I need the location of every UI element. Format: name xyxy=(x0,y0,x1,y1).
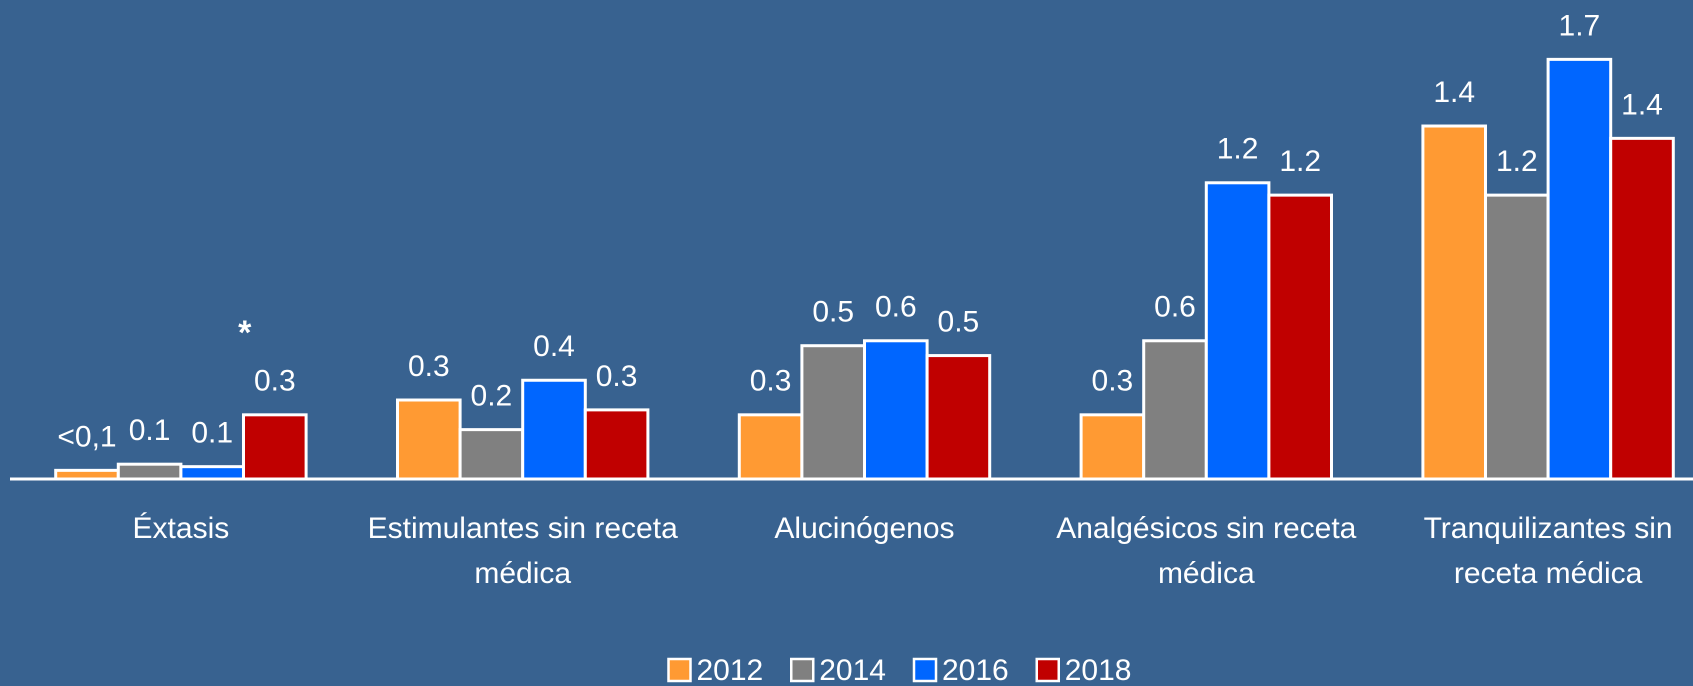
x-tick-line: Estimulantes sin receta xyxy=(368,512,678,545)
legend: 2012 2014 2016 2018 xyxy=(667,654,1132,686)
legend-label: 2012 xyxy=(697,654,764,686)
value-label: 1.7 xyxy=(1559,9,1601,42)
value-label: 1.2 xyxy=(1217,133,1259,166)
x-tick-line: Éxtasis xyxy=(133,512,230,545)
bar xyxy=(737,413,804,481)
bar xyxy=(1546,57,1613,481)
value-label: 1.4 xyxy=(1621,88,1663,121)
bar xyxy=(1267,193,1334,481)
value-label: 0.4 xyxy=(533,330,575,363)
value-label: 0.5 xyxy=(812,296,854,329)
value-label: 0.3 xyxy=(1092,365,1134,398)
bar xyxy=(800,344,867,481)
bar xyxy=(1142,339,1208,481)
x-tick-line: Tranquilizantes sin xyxy=(1424,512,1673,545)
value-label: 0.3 xyxy=(596,360,638,393)
bar xyxy=(1204,181,1271,481)
value-label: 0.3 xyxy=(254,365,296,398)
value-label: 0.6 xyxy=(1154,291,1196,324)
bar xyxy=(242,413,308,481)
x-tick-label: Tranquilizantes sin receta médica xyxy=(1424,512,1673,590)
bar xyxy=(521,378,587,481)
bar xyxy=(925,354,992,481)
bar xyxy=(396,398,462,481)
legend-swatch xyxy=(667,657,692,683)
value-label: 0.3 xyxy=(408,350,450,383)
bar xyxy=(1421,124,1488,481)
bar xyxy=(1609,136,1675,481)
value-label: 0.6 xyxy=(875,291,917,324)
legend-label: 2016 xyxy=(942,654,1009,686)
annotation: * xyxy=(238,314,252,352)
x-tick-label: Alucinógenos xyxy=(774,512,954,545)
legend-swatch xyxy=(790,657,815,683)
legend-label: 2018 xyxy=(1065,654,1132,686)
value-label: <0,1 xyxy=(57,420,116,453)
bar xyxy=(116,462,183,481)
legend-swatch xyxy=(1035,657,1060,683)
x-tick-line: Analgésicos sin receta xyxy=(1056,512,1356,545)
legend-swatch xyxy=(912,657,938,683)
value-label: 1.4 xyxy=(1433,76,1475,109)
x-tick-label: Estimulantes sin receta médica xyxy=(368,512,678,590)
bar xyxy=(179,465,245,481)
value-label: 0.2 xyxy=(471,380,513,413)
value-label: 0.3 xyxy=(750,365,792,398)
value-label: 0.1 xyxy=(191,417,233,450)
bar xyxy=(1079,413,1146,481)
x-tick-line: Alucinógenos xyxy=(774,512,954,545)
x-tick-label: Éxtasis xyxy=(133,512,230,545)
bar xyxy=(1484,193,1550,481)
bar xyxy=(458,428,525,481)
value-label: 0.1 xyxy=(129,414,171,447)
value-label: 1.2 xyxy=(1496,145,1538,178)
legend-label: 2014 xyxy=(819,654,886,686)
x-tick-line: médica xyxy=(474,557,571,590)
bar xyxy=(583,408,650,481)
x-tick-line: receta médica xyxy=(1454,557,1643,590)
value-label: 1.2 xyxy=(1279,145,1321,178)
bar xyxy=(863,339,929,481)
value-label: 0.5 xyxy=(938,306,980,339)
x-tick-label: Analgésicos sin receta médica xyxy=(1056,512,1356,590)
x-tick-line: médica xyxy=(1158,557,1255,590)
